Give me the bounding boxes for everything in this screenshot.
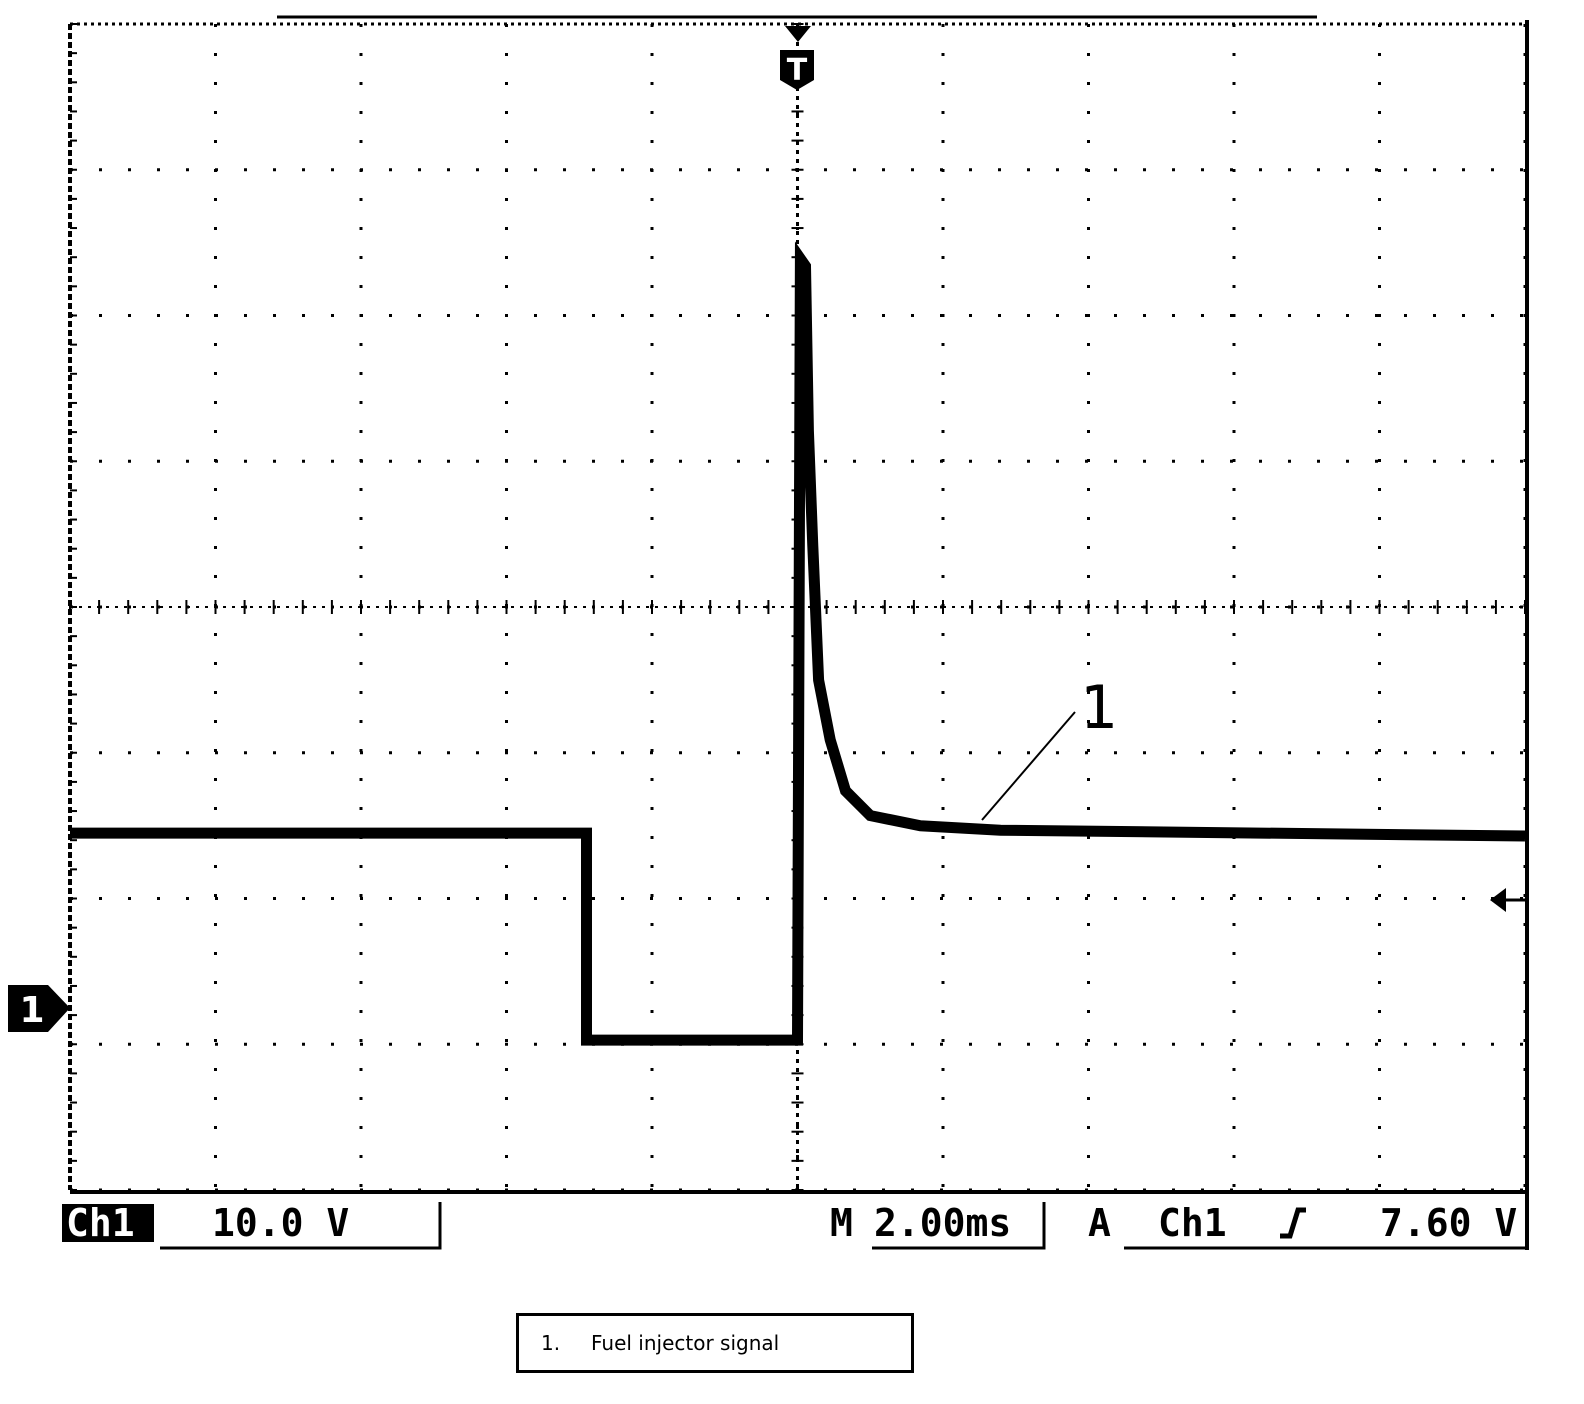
callout-label: 1 (1080, 673, 1118, 743)
volts-box (160, 1202, 442, 1250)
legend-item-number: 1. (541, 1331, 561, 1355)
rising-edge-icon (1280, 1207, 1306, 1239)
legend: 1. Fuel injector signal (516, 1313, 914, 1373)
trace-series-1 (70, 241, 1526, 1046)
trigger-source: Ch1 (1158, 1201, 1227, 1245)
svg-text:T: T (787, 53, 808, 88)
trigger-level-marker[interactable] (1490, 888, 1527, 912)
trigger-level: 7.60 V (1380, 1201, 1517, 1245)
series-line (70, 241, 1526, 1046)
channel-label: Ch1 (66, 1201, 135, 1245)
trigger-position-marker[interactable]: T (780, 26, 814, 90)
timebase-box (872, 1202, 1046, 1250)
callout-line (981, 711, 1076, 821)
legend-item-label: Fuel injector signal (591, 1331, 780, 1355)
trigger-mode: A (1088, 1201, 1111, 1245)
volts-per-div: 10.0 V (212, 1201, 349, 1245)
channel-1-ground-marker[interactable]: 1 (8, 985, 70, 1032)
timebase: 2.00ms (874, 1201, 1011, 1245)
svg-text:1: 1 (19, 990, 44, 1031)
timebase-prefix: M (830, 1201, 853, 1245)
channel-badge (62, 1204, 154, 1242)
